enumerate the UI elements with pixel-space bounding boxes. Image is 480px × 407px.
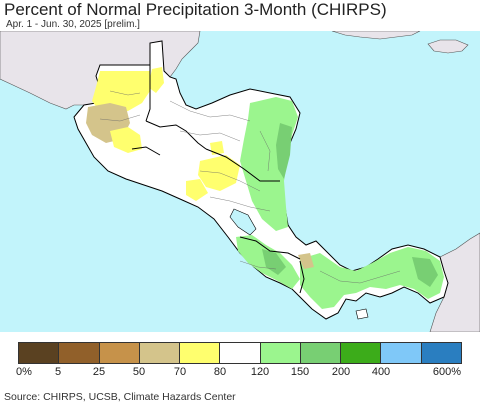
- legend-swatch-0: [19, 343, 60, 363]
- legend-tick: 120: [250, 366, 270, 378]
- admin-borders: [99, 90, 401, 284]
- caribbean-green-dark: [276, 123, 292, 179]
- panama-green-dark: [412, 257, 438, 287]
- lake-nicaragua: [229, 208, 257, 236]
- honduras-yellow-2: [186, 179, 208, 201]
- legend-swatch-2: [99, 343, 140, 363]
- legend-swatch-4: [180, 343, 221, 363]
- legend-swatch-9: [381, 343, 422, 363]
- precipitation-map: [0, 31, 480, 332]
- panama-island: [355, 308, 369, 320]
- panama-tan: [298, 253, 314, 269]
- legend-tick: 80: [213, 366, 227, 378]
- source-credit: Source: CHIRPS, UCSB, Climate Hazards Ce…: [4, 391, 236, 403]
- legend-tick: 0%: [16, 366, 32, 378]
- legend-swatch-8: [341, 343, 382, 363]
- guatemala-yellow-south: [110, 127, 142, 153]
- panama-green: [300, 247, 444, 309]
- belize-yellow: [148, 67, 164, 93]
- legend-tick: 25: [92, 366, 106, 378]
- legend-tick: 600%: [432, 366, 462, 378]
- legend-bar: [18, 342, 462, 364]
- legend-ticks: 0% 5 25 50 70 80 120 150 200 400 600%: [0, 366, 480, 380]
- legend-tick: 5: [54, 366, 62, 378]
- guatemala-dry-yellow: [92, 71, 150, 113]
- legend-tick: 70: [173, 366, 187, 378]
- legend-swatch-7: [300, 343, 342, 363]
- legend-tick: 400: [371, 366, 391, 378]
- legend-swatch-1: [59, 343, 100, 363]
- costa-rica-green-dark: [262, 249, 286, 275]
- legend-swatch-10: [421, 343, 461, 363]
- cuba-land: [331, 31, 421, 40]
- country-borders: [131, 65, 305, 294]
- jamaica-land: [427, 39, 469, 54]
- legend-tick: 50: [132, 366, 146, 378]
- legend-swatch-3: [139, 343, 181, 363]
- map-title: Percent of Normal Precipitation 3-Month …: [4, 0, 387, 19]
- legend-swatch-5: [220, 343, 261, 363]
- map-subtitle: Apr. 1 - Jun. 30, 2025 [prelim.]: [6, 19, 140, 30]
- legend-tick: 150: [290, 366, 310, 378]
- legend-tick: 200: [331, 366, 351, 378]
- legend-swatch-6: [260, 343, 301, 363]
